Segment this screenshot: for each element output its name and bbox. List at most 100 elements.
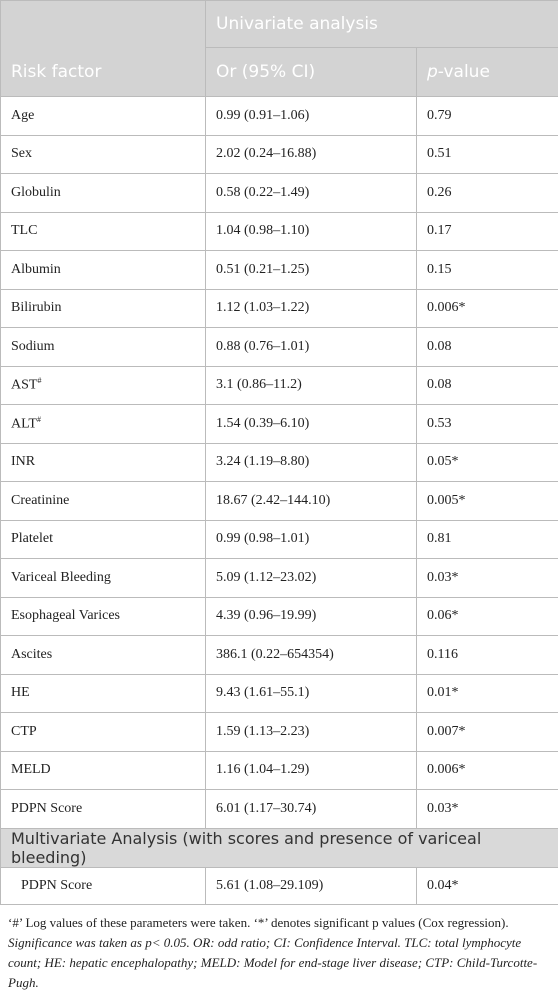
- cell: 9.43 (1.61–55.1): [205, 673, 417, 713]
- cell: 0.08: [415, 327, 558, 367]
- table-row: PDPN Score 6.01 (1.17–30.74) 0.03*: [0, 789, 558, 829]
- cell: 0.99 (0.98–1.01): [205, 519, 417, 559]
- cell: ALT#: [0, 404, 206, 444]
- cell: 0.17: [415, 211, 558, 251]
- header-cell: Risk factor: [0, 0, 206, 97]
- cell: 1.04 (0.98–1.10): [205, 211, 417, 251]
- cell: HE: [0, 673, 206, 713]
- table-row: Albumin 0.51 (0.21–1.25) 0.15: [0, 250, 558, 290]
- cell: Ascites: [0, 635, 206, 675]
- cell: 1.12 (1.03–1.22): [205, 288, 417, 328]
- header-text: -value: [437, 62, 490, 82]
- footnote: ‘#’ Log values of these parameters were …: [0, 905, 558, 993]
- footnote-text: Significance was taken as p< 0.05. OR: o…: [8, 934, 538, 990]
- table-row: Sodium 0.88 (0.76–1.01) 0.08: [0, 327, 558, 367]
- cell-text: Sex: [11, 146, 32, 162]
- cell-text: TLC: [11, 223, 38, 239]
- cell: Sex: [0, 134, 206, 174]
- cell: 3.24 (1.19–8.80): [205, 442, 417, 482]
- table-row: TLC 1.04 (0.98–1.10) 0.17: [0, 211, 558, 251]
- cell: 6.01 (1.17–30.74): [205, 789, 417, 829]
- cell: 0.51: [415, 134, 558, 174]
- cell-text: INR: [11, 454, 36, 470]
- cell: AST#: [0, 365, 206, 405]
- cell: Variceal Bleeding: [0, 558, 206, 598]
- cell: 0.03*: [415, 789, 558, 829]
- cell-text: Age: [11, 107, 35, 123]
- cell: 0.08: [415, 365, 558, 405]
- cell: 0.81: [415, 519, 558, 559]
- cell-text: AST: [11, 378, 38, 394]
- cell-text: Platelet: [11, 531, 53, 547]
- header-cell: Or (95% CI): [205, 47, 417, 97]
- cell: 0.26: [415, 173, 558, 213]
- section-row: Multivariate Analysis (with scores and p…: [0, 827, 558, 868]
- table-row: Variceal Bleeding 5.09 (1.12–23.02) 0.03*: [0, 558, 558, 598]
- cell: 386.1 (0.22–654354): [205, 635, 417, 675]
- cell: Globulin: [0, 173, 206, 213]
- cell: 0.005*: [415, 481, 558, 521]
- cell: 0.116: [415, 635, 558, 675]
- table-row: AST# 3.1 (0.86–11.2) 0.08: [0, 365, 558, 405]
- cell: 1.59 (1.13–2.23): [205, 712, 417, 752]
- cell: INR: [0, 442, 206, 482]
- table-row: INR 3.24 (1.19–8.80) 0.05*: [0, 442, 558, 482]
- table-row: PDPN Score 5.61 (1.08–29.109) 0.04*: [0, 866, 558, 905]
- cell-text: Sodium: [11, 338, 55, 354]
- header-italic: p: [427, 62, 438, 82]
- cell: 0.88 (0.76–1.01): [205, 327, 417, 367]
- cell: 0.01*: [415, 673, 558, 713]
- cell: PDPN Score: [0, 789, 206, 829]
- cell: 0.58 (0.22–1.49): [205, 173, 417, 213]
- cell: 0.99 (0.91–1.06): [205, 96, 417, 136]
- cell-text: Esophageal Varices: [11, 608, 120, 624]
- table-row: HE 9.43 (1.61–55.1) 0.01*: [0, 673, 558, 713]
- cell: Creatinine: [0, 481, 206, 521]
- table-row: Globulin 0.58 (0.22–1.49) 0.26: [0, 173, 558, 213]
- cell: 0.007*: [415, 712, 558, 752]
- cell: 0.04*: [415, 866, 558, 905]
- superscript: #: [37, 376, 42, 386]
- table-row: Sex 2.02 (0.24–16.88) 0.51: [0, 134, 558, 174]
- cell: Albumin: [0, 250, 206, 290]
- cell-text: Creatinine: [11, 492, 70, 508]
- cell-text: PDPN Score: [11, 800, 83, 816]
- cell: 0.03*: [415, 558, 558, 598]
- cell: PDPN Score: [0, 866, 206, 905]
- section-title: Multivariate Analysis (with scores and p…: [0, 827, 558, 868]
- cell: Bilirubin: [0, 288, 206, 328]
- table-row: Ascites 386.1 (0.22–654354) 0.116: [0, 635, 558, 675]
- table-body: Age 0.99 (0.91–1.06) 0.79 Sex 2.02 (0.24–16.…: [0, 96, 558, 905]
- table-row: Esophageal Varices 4.39 (0.96–19.99) 0.06*: [0, 596, 558, 636]
- cell: 4.39 (0.96–19.99): [205, 596, 417, 636]
- cell: CTP: [0, 712, 206, 752]
- cell-text: Ascites: [11, 646, 53, 662]
- cell: 1.54 (0.39–6.10): [205, 404, 417, 444]
- cell: 0.51 (0.21–1.25): [205, 250, 417, 290]
- table-row: CTP 1.59 (1.13–2.23) 0.007*: [0, 712, 558, 752]
- cell: 5.61 (1.08–29.109): [205, 866, 417, 905]
- cell: 0.05*: [415, 442, 558, 482]
- cell: Esophageal Varices: [0, 596, 206, 636]
- cell: 1.16 (1.04–1.29): [205, 750, 417, 790]
- cell-text: Variceal Bleeding: [11, 569, 111, 585]
- cell: Platelet: [0, 519, 206, 559]
- header-cell: p-value: [415, 47, 558, 97]
- cell: 0.006*: [415, 288, 558, 328]
- header-cell: Univariate analysis: [204, 0, 558, 48]
- cell-text: ALT: [11, 416, 37, 432]
- cell: 0.06*: [415, 596, 558, 636]
- cell: 0.006*: [415, 750, 558, 790]
- cell: 0.53: [415, 404, 558, 444]
- table-row: ALT# 1.54 (0.39–6.10) 0.53: [0, 404, 558, 444]
- cell: 5.09 (1.12–23.02): [205, 558, 417, 598]
- superscript: #: [36, 414, 41, 424]
- header-row: Or (95% CI) p-value: [0, 47, 558, 97]
- table-row: Bilirubin 1.12 (1.03–1.22) 0.006*: [0, 288, 558, 328]
- table-row: Platelet 0.99 (0.98–1.01) 0.81: [0, 519, 558, 559]
- cell: TLC: [0, 211, 206, 251]
- cell: MELD: [0, 750, 206, 790]
- header-row: Risk factor Univariate analysis: [0, 0, 558, 97]
- cell: 2.02 (0.24–16.88): [205, 134, 417, 174]
